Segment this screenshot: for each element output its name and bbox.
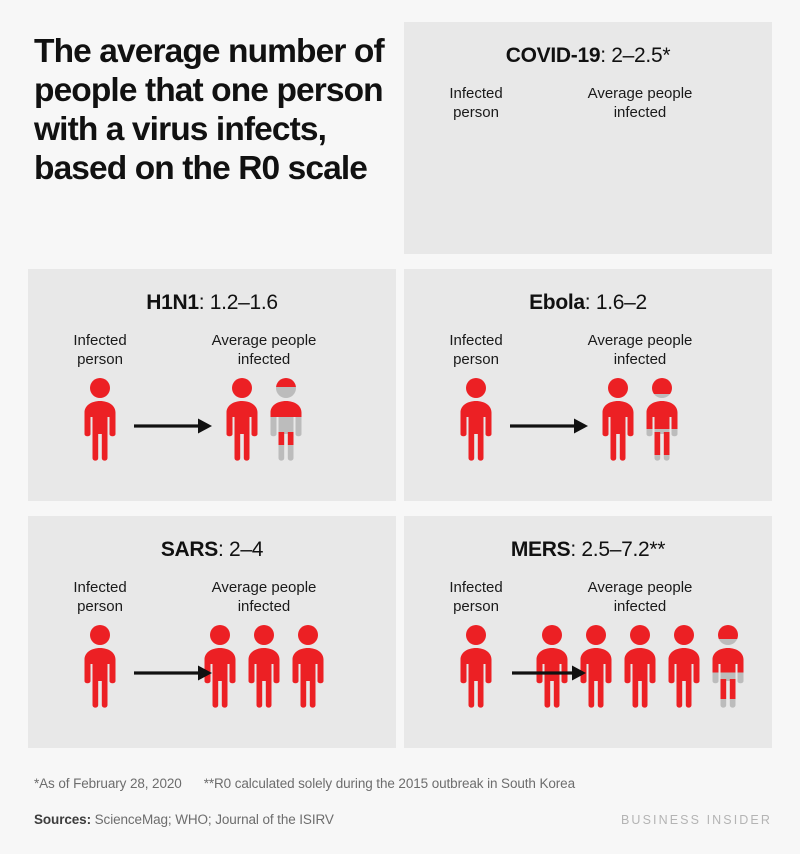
person-icon-filled	[602, 378, 634, 461]
headline-block: The average number of people that one pe…	[28, 22, 396, 254]
diagram-covid-19: Infected person Average people infected	[404, 84, 772, 216]
panel-title-ebola: Ebola: 1.6–2	[404, 269, 772, 315]
title-separator: :	[217, 538, 230, 561]
title-separator: :	[584, 291, 596, 314]
panel-h1n1: H1N1: 1.2–1.6 Infected person Average pe…	[28, 269, 396, 501]
person-icon-filled	[460, 378, 492, 461]
sources-line: Sources: ScienceMag; WHO; Journal of the…	[34, 812, 334, 827]
diagram-ebola: Infected person Average people infected	[404, 331, 772, 463]
diagram-h1n1: Infected person Average people infected	[28, 331, 396, 463]
page-title: The average number of people that one pe…	[34, 33, 385, 188]
figure-row-result-ebola	[599, 377, 681, 463]
r0-range-sars: 2–4	[229, 538, 264, 561]
sources-value: ScienceMag; WHO; Journal of the ISIRV	[94, 812, 334, 827]
footnote-asterisk: *As of February 28, 2020	[34, 776, 182, 791]
title-separator: :	[198, 291, 210, 314]
label-average-people-infected: Average people infected	[587, 332, 693, 369]
title-separator: :	[600, 44, 612, 67]
source-column-sars: Infected person	[48, 578, 152, 710]
person-icon-filled	[204, 625, 236, 708]
result-column-sars: Average people infected	[152, 578, 376, 710]
person-icon-filled	[580, 625, 612, 708]
source-column-covid-19: Infected person	[424, 84, 528, 216]
figure-row-source-mers	[457, 624, 495, 710]
sources-label: Sources:	[34, 812, 91, 827]
result-column-ebola: Average people infected	[528, 331, 752, 463]
person-icon-filled	[248, 625, 280, 708]
source-column-h1n1: Infected person	[48, 331, 152, 463]
disease-name-covid-19: COVID-19	[505, 44, 601, 67]
person-icon-partial	[712, 625, 744, 708]
figure-row-result-mers	[533, 624, 747, 710]
r0-range-ebola: 1.6–2	[595, 291, 647, 314]
figure-row-source-h1n1	[81, 377, 119, 463]
disease-name-mers: MERS	[510, 538, 571, 561]
person-icon-filled	[536, 625, 568, 708]
label-average-people-infected: Average people infected	[211, 579, 317, 616]
business-insider-logo: BUSINESS INSIDER	[621, 812, 772, 827]
r0-range-mers: 2.5–7.2**	[581, 538, 666, 561]
panel-title-sars: SARS: 2–4	[28, 516, 396, 562]
label-infected-person: Infected person	[449, 85, 503, 122]
person-icon-filled	[226, 378, 258, 461]
r0-range-covid-19: 2–2.5*	[611, 44, 671, 67]
person-icon-filled	[624, 625, 656, 708]
result-column-covid-19: Average people infected	[528, 84, 752, 216]
r0-range-h1n1: 1.2–1.6	[209, 291, 278, 314]
panel-mers: MERS: 2.5–7.2** Infected person Average …	[404, 516, 772, 748]
panel-grid: The average number of people that one pe…	[28, 22, 772, 748]
label-average-people-infected: Average people infected	[587, 85, 693, 122]
panel-covid-19: COVID-19: 2–2.5* Infected person Average…	[404, 22, 772, 254]
panel-title-covid-19: COVID-19: 2–2.5*	[404, 22, 772, 68]
source-column-mers: Infected person	[424, 578, 528, 710]
result-column-h1n1: Average people infected	[152, 331, 376, 463]
figure-row-result-h1n1	[223, 377, 305, 463]
figure-row-result-sars	[201, 624, 327, 710]
label-infected-person: Infected person	[73, 579, 127, 616]
footnotes: *As of February 28, 2020 **R0 calculated …	[34, 776, 575, 791]
person-icon-filled	[84, 378, 116, 461]
label-infected-person: Infected person	[449, 332, 503, 369]
person-icon-filled	[668, 625, 700, 708]
person-icon-partial	[270, 378, 302, 461]
person-icon-filled	[84, 625, 116, 708]
source-column-ebola: Infected person	[424, 331, 528, 463]
footer: Sources: ScienceMag; WHO; Journal of the…	[34, 812, 772, 827]
person-icon-filled	[460, 625, 492, 708]
result-column-mers: Average people infected	[528, 578, 752, 710]
label-average-people-infected: Average people infected	[211, 332, 317, 369]
disease-name-ebola: Ebola	[529, 291, 585, 314]
disease-name-h1n1: H1N1	[146, 291, 199, 314]
person-icon-partial	[646, 378, 678, 461]
figure-row-source-sars	[81, 624, 119, 710]
panel-title-mers: MERS: 2.5–7.2**	[404, 516, 772, 562]
panel-title-h1n1: H1N1: 1.2–1.6	[28, 269, 396, 315]
person-icon-filled	[292, 625, 324, 708]
diagram-sars: Infected person Average people infected	[28, 578, 396, 710]
figure-row-source-ebola	[457, 377, 495, 463]
label-infected-person: Infected person	[449, 579, 503, 616]
diagram-mers: Infected person Average people infected	[404, 578, 772, 710]
label-infected-person: Infected person	[73, 332, 127, 369]
label-average-people-infected: Average people infected	[587, 579, 693, 616]
title-separator: :	[570, 538, 582, 561]
panel-sars: SARS: 2–4 Infected person Average people…	[28, 516, 396, 748]
panel-ebola: Ebola: 1.6–2 Infected person Average peo…	[404, 269, 772, 501]
disease-name-sars: SARS	[160, 538, 218, 561]
footnote-double-asterisk: **R0 calculated solely during the 2015 o…	[203, 776, 576, 791]
